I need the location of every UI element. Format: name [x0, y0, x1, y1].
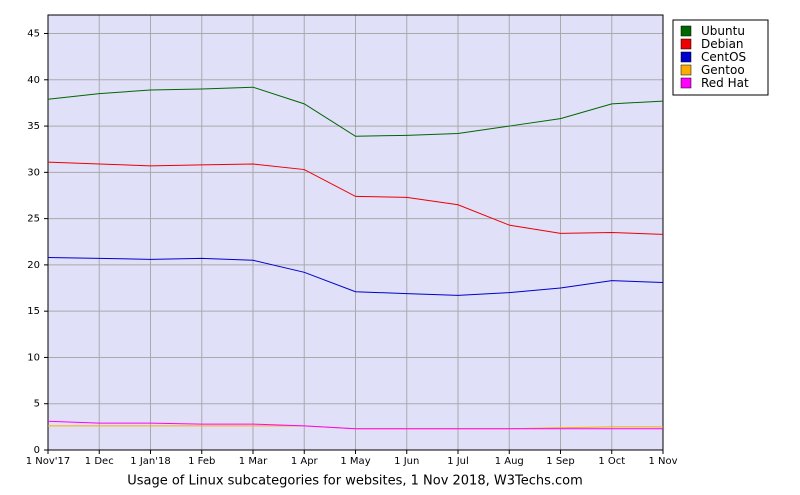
- x-tick-label: 1 Apr: [291, 456, 319, 467]
- x-tick-label: 1 Oct: [598, 456, 625, 467]
- x-tick-label: 1 May: [340, 456, 370, 467]
- series-line: [47, 161, 664, 235]
- x-tick-label: 1 Sep: [546, 456, 574, 467]
- legend-swatch: [680, 25, 692, 37]
- chart-title: Usage of Linux subcategories for website…: [127, 474, 583, 489]
- y-tick-label: 0: [34, 445, 40, 456]
- legend-swatch: [680, 64, 692, 76]
- y-tick-label: 25: [27, 214, 40, 225]
- legend-text: Debian: [701, 37, 744, 51]
- x-tick-label: 1 Jul: [447, 456, 469, 467]
- y-tick-label: 15: [27, 306, 40, 317]
- series-line: [47, 86, 664, 137]
- x-tick-label: 1 Jun: [394, 456, 419, 467]
- legend-text: Ubuntu: [701, 24, 745, 38]
- y-tick-label: 10: [27, 352, 40, 363]
- plot-border: [47, 14, 664, 451]
- legend-text: Gentoo: [701, 63, 745, 77]
- x-tick-label: 1 Jan'18: [130, 456, 170, 467]
- legend-swatch: [680, 77, 692, 89]
- legend-swatch: [680, 51, 692, 63]
- x-tick-label: 1 Mar: [239, 456, 268, 467]
- y-tick-label: 20: [27, 260, 40, 271]
- legend-text: CentOS: [701, 50, 746, 64]
- series-line: [47, 256, 664, 296]
- y-tick-label: 30: [27, 167, 40, 178]
- y-tick-label: 5: [34, 399, 40, 410]
- legend-text: Red Hat: [701, 76, 749, 90]
- series-line: [47, 420, 663, 430]
- x-tick-label: 1 Nov: [648, 456, 677, 467]
- x-tick-label: 1 Nov'17: [26, 456, 71, 467]
- x-tick-label: 1 Aug: [495, 456, 524, 467]
- x-tick-label: 1 Feb: [188, 456, 215, 467]
- x-tick-label: 1 Dec: [85, 456, 114, 467]
- legend-swatch: [680, 38, 692, 50]
- y-tick-label: 40: [27, 75, 40, 86]
- y-tick-label: 35: [27, 121, 40, 132]
- y-tick-label: 45: [27, 29, 40, 40]
